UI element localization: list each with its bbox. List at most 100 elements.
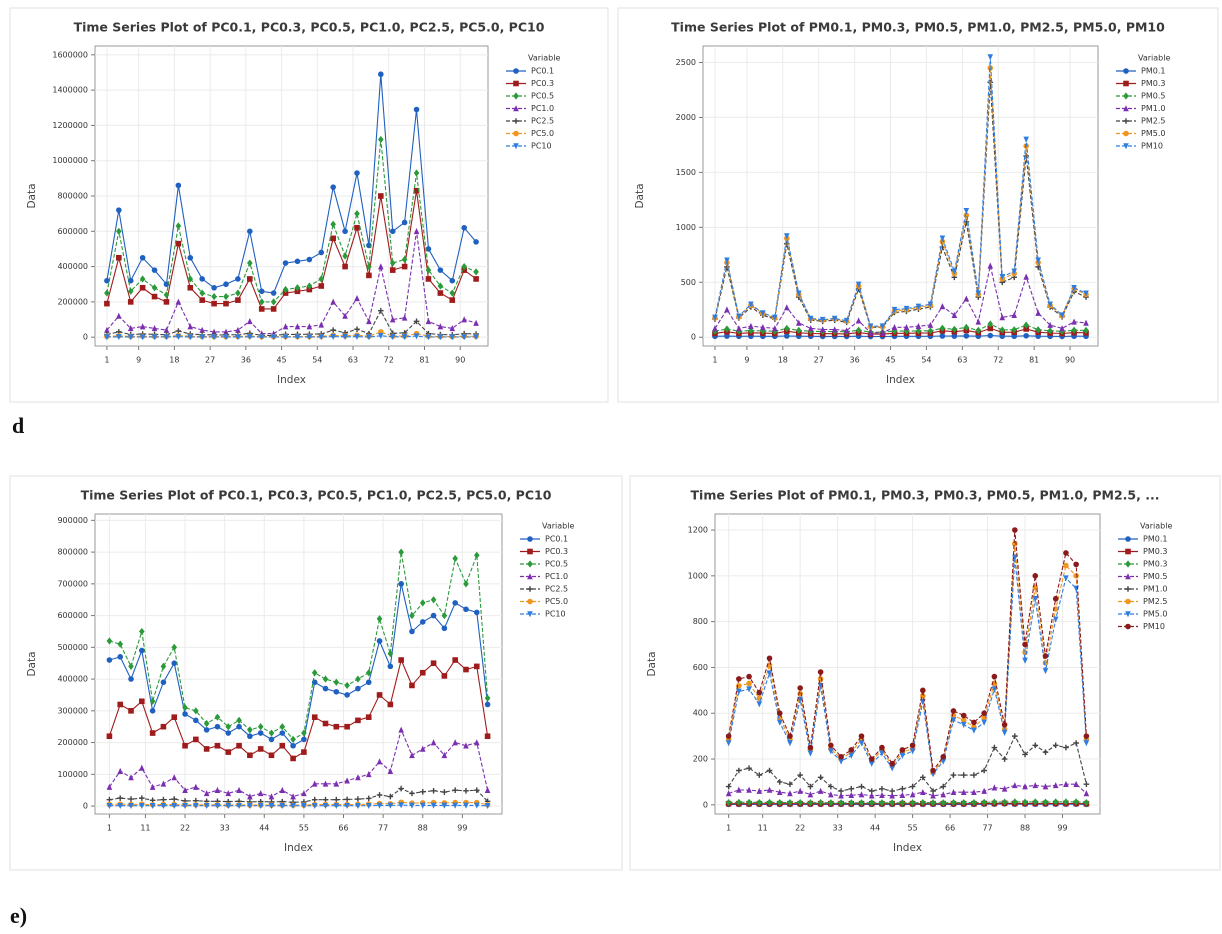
marker — [879, 786, 885, 792]
marker — [279, 742, 286, 749]
marker — [1012, 798, 1018, 806]
x-tick-label: 90 — [1065, 356, 1075, 365]
legend-marker — [1123, 92, 1129, 100]
marker — [915, 303, 922, 310]
marker — [940, 791, 947, 798]
series-line — [106, 190, 477, 310]
y-tick-label: 1200 — [688, 526, 708, 535]
marker — [235, 297, 241, 303]
marker — [1083, 781, 1090, 788]
marker — [987, 262, 994, 269]
marker — [211, 334, 217, 341]
marker — [387, 802, 394, 809]
marker — [868, 756, 875, 762]
marker — [430, 788, 437, 794]
marker — [175, 222, 182, 230]
x-tick-label: 66 — [338, 824, 348, 833]
marker — [1011, 268, 1018, 275]
marker — [193, 783, 199, 790]
marker — [1063, 562, 1069, 569]
marker — [963, 208, 970, 215]
marker — [1063, 798, 1069, 806]
y-tick-label: 1400000 — [52, 86, 88, 95]
legend-label: PC0.1 — [545, 535, 568, 544]
marker — [398, 726, 404, 733]
marker — [951, 325, 958, 333]
marker — [828, 799, 834, 807]
marker — [306, 282, 313, 290]
series-line — [106, 231, 477, 335]
marker — [858, 733, 865, 739]
y-tick-label: 500000 — [57, 643, 88, 652]
marker — [175, 240, 182, 247]
marker — [171, 660, 178, 667]
marker — [104, 334, 110, 341]
x-tick-label: 9 — [136, 356, 141, 365]
series-line — [728, 734, 1087, 792]
marker — [909, 799, 916, 807]
marker — [398, 802, 404, 809]
marker — [1001, 798, 1008, 806]
marker — [268, 752, 275, 759]
plot-area — [702, 45, 1099, 347]
y-tick-label: 1200000 — [52, 121, 88, 130]
marker — [766, 655, 773, 662]
legend-marker — [1125, 573, 1131, 580]
marker — [376, 802, 383, 809]
x-axis-label: Index — [277, 374, 306, 386]
marker — [960, 712, 967, 719]
marker — [139, 764, 145, 771]
marker — [236, 802, 242, 810]
marker — [817, 787, 824, 794]
marker — [981, 719, 987, 726]
marker — [389, 316, 396, 323]
marker — [430, 802, 437, 809]
marker — [116, 207, 122, 213]
marker — [171, 714, 178, 720]
y-axis-label: Data — [646, 651, 658, 676]
marker — [724, 306, 730, 313]
marker — [963, 295, 970, 302]
marker — [441, 611, 448, 620]
marker — [960, 717, 967, 723]
marker — [452, 554, 458, 563]
marker — [756, 689, 763, 696]
marker — [366, 272, 372, 279]
legend-label: PC10 — [545, 610, 566, 619]
marker — [903, 327, 910, 335]
marker — [463, 666, 469, 673]
marker — [419, 745, 426, 752]
marker — [376, 638, 383, 644]
legend-marker — [1125, 611, 1131, 618]
marker — [1032, 782, 1039, 789]
marker — [991, 798, 998, 806]
marker — [235, 326, 241, 333]
marker — [819, 326, 826, 333]
marker — [279, 802, 286, 810]
marker — [889, 799, 895, 807]
marker — [724, 325, 730, 333]
legend-marker — [527, 598, 533, 605]
marker — [306, 334, 313, 341]
marker — [366, 317, 372, 325]
marker — [117, 767, 124, 774]
marker — [441, 625, 448, 632]
marker — [311, 714, 318, 720]
marker — [437, 282, 444, 290]
marker — [795, 290, 802, 297]
marker — [858, 799, 865, 807]
marker — [182, 786, 188, 793]
legend-marker — [1125, 586, 1131, 592]
marker — [322, 802, 329, 810]
marker — [1073, 780, 1079, 788]
marker — [247, 317, 253, 325]
marker — [889, 760, 895, 767]
x-tick-label: 18 — [169, 356, 179, 365]
x-tick-label: 88 — [1020, 824, 1030, 833]
marker — [193, 717, 199, 724]
marker — [344, 723, 350, 730]
marker — [389, 259, 396, 267]
series-line — [106, 139, 477, 303]
legend-marker — [1123, 105, 1129, 112]
marker — [117, 802, 124, 810]
